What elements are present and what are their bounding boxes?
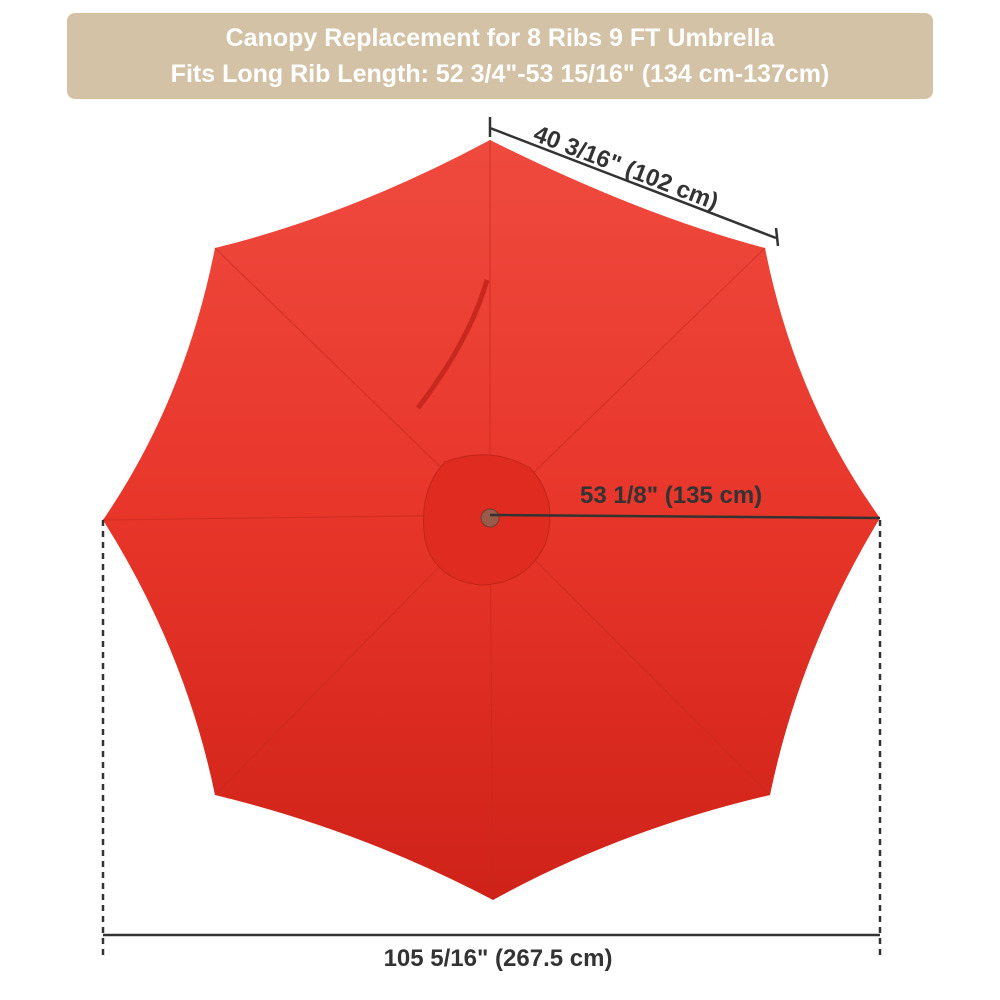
edge-dimension: [488, 117, 780, 247]
title-banner: Canopy Replacement for 8 Ribs 9 FT Umbre…: [67, 13, 933, 99]
finial-cap: [480, 508, 500, 528]
banner-line-2: Fits Long Rib Length: 52 3/4"-53 15/16" …: [170, 60, 830, 88]
banner-line-1: Canopy Replacement for 8 Ribs 9 FT Umbre…: [225, 24, 775, 52]
diameter-dimension-label: 105 5/16" (267.5 cm): [384, 945, 613, 972]
diameter-dimension: [101, 520, 882, 955]
rib-dimension-line: [489, 513, 881, 520]
tie-strap: [416, 279, 490, 410]
rib-dimension-label: 53 1/8" (135 cm): [580, 482, 762, 509]
